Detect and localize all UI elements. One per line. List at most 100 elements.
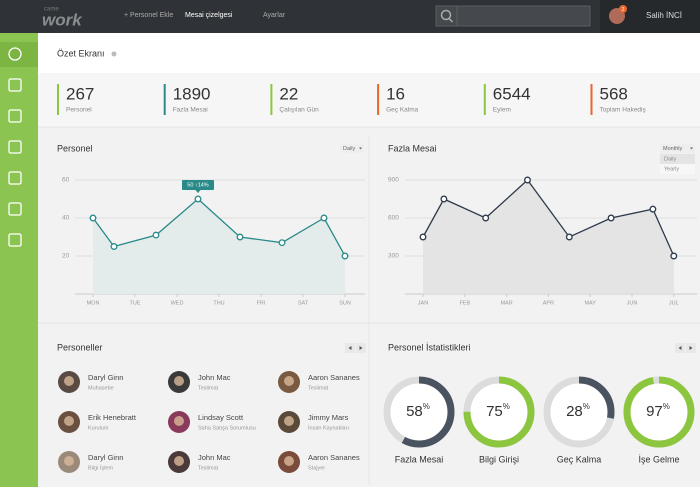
person-role: Stajyer [308,465,325,471]
point[interactable] [419,233,427,241]
sidebar-icon[interactable] [8,233,22,247]
stat-label: Geç Kalma [386,107,419,114]
person-name[interactable]: John Mac [198,453,231,462]
point[interactable] [110,243,118,250]
donut-label: İşe Gelme [638,454,679,464]
person-role: Kurulum [88,425,109,431]
y-tick-label: 300 [388,253,399,260]
stat-value: 267 [66,84,94,103]
point[interactable] [607,214,615,222]
point[interactable] [482,214,490,222]
donut-arc [383,376,455,448]
x-tick-label: JAN [418,300,428,306]
point[interactable] [194,195,202,203]
dropdown[interactable] [340,144,364,153]
top-bar [0,0,700,33]
person-role: Muhasebe [88,385,114,391]
point[interactable] [565,233,573,241]
person-name[interactable]: Aaron Sananes [308,373,360,382]
person-name[interactable]: Aaron Sananes [308,453,360,462]
x-tick-label: SUN [339,300,351,306]
donut-value: 58% [406,402,430,420]
donut-unit: % [503,402,510,411]
dropdown-option[interactable]: Yearly [664,166,679,172]
person-name[interactable]: Daryl Ginn [88,453,123,462]
nav-item[interactable]: Mesai çizelgesi [185,12,233,19]
dropdown-arrow [359,147,362,150]
person-name[interactable]: Daryl Ginn [88,373,123,382]
tooltip-text: 50 ↑14% [187,182,209,188]
sidebar-icon[interactable] [8,78,22,92]
user-name[interactable]: Salih İNCİ [646,11,682,20]
stat-bar [163,84,166,115]
point[interactable] [89,214,97,222]
avatar-face [174,376,184,386]
sidebar-icon[interactable] [8,202,22,216]
point[interactable] [152,231,160,239]
donut-arc [463,376,535,448]
point[interactable] [320,214,328,222]
stat-bar [590,84,593,115]
x-tick-label: MAY [584,300,596,306]
point[interactable] [278,239,286,247]
sidebar-icon[interactable] [8,47,22,61]
pager-prev-arrow [348,346,352,350]
donut-unit: % [583,402,590,411]
stat-label: Personel [66,107,92,114]
logo-small: came [44,7,59,13]
pager-next-arrow [359,346,363,350]
area [93,199,345,294]
dropdown[interactable] [660,144,695,153]
person-name[interactable]: Jimmy Mars [308,413,349,422]
stats-pager-prev-arrow [678,346,682,350]
point[interactable] [236,233,244,241]
donut-label: Bilgi Girişi [479,454,519,464]
avatar-face [64,376,74,386]
page-title: Özet Ekranı [57,48,105,58]
dropdown-option-bg[interactable] [660,154,695,164]
y-tick-label: 40 [62,215,70,222]
header [38,33,700,73]
x-tick-label: SAT [298,300,309,306]
donut-value: 97% [646,402,670,420]
avatar-face [284,376,294,386]
dropdown-label[interactable]: Monthly [663,146,683,152]
person-name[interactable]: Lindsay Scott [198,413,244,422]
logo-main[interactable]: work [42,10,83,29]
y-tick-label: 600 [388,215,399,222]
sidebar-icon[interactable] [8,109,22,123]
stats-pager-next-arrow [689,346,693,350]
sidebar-icon[interactable] [8,171,22,185]
dropdown-option-bg[interactable] [660,164,695,174]
stat-bar [57,84,59,115]
chart-title: Fazla Mesai [388,143,437,153]
point[interactable] [649,205,657,213]
search-icon-handle [448,17,454,23]
x-tick-label: APR [543,300,554,306]
dropdown-arrow [690,147,693,150]
nav-item[interactable]: + Personel Ekle [124,12,173,19]
point[interactable] [440,195,448,203]
nav-item[interactable]: Ayarlar [263,12,286,19]
donut-number: 75 [486,403,503,420]
person-name[interactable]: John Mac [198,373,231,382]
avatar-face [64,456,74,466]
stats-row [38,73,700,127]
x-tick-label: THU [213,300,224,306]
sidebar [0,33,38,487]
dropdown-label[interactable]: Daily [343,146,355,152]
chart-title: Personel [57,143,93,153]
stat-value: 6544 [493,84,531,103]
dropdown-option[interactable]: Daily [664,156,676,162]
sidebar-icon[interactable] [8,140,22,154]
person-role: Teslimat [198,465,219,471]
point[interactable] [670,252,678,260]
donut-arc [543,376,615,448]
point[interactable] [524,176,531,184]
donut-arc [623,376,695,448]
person-name[interactable]: Erik Henebratt [88,413,137,422]
point[interactable] [341,252,349,260]
title-icon[interactable] [111,51,117,57]
search-box[interactable] [435,5,591,27]
